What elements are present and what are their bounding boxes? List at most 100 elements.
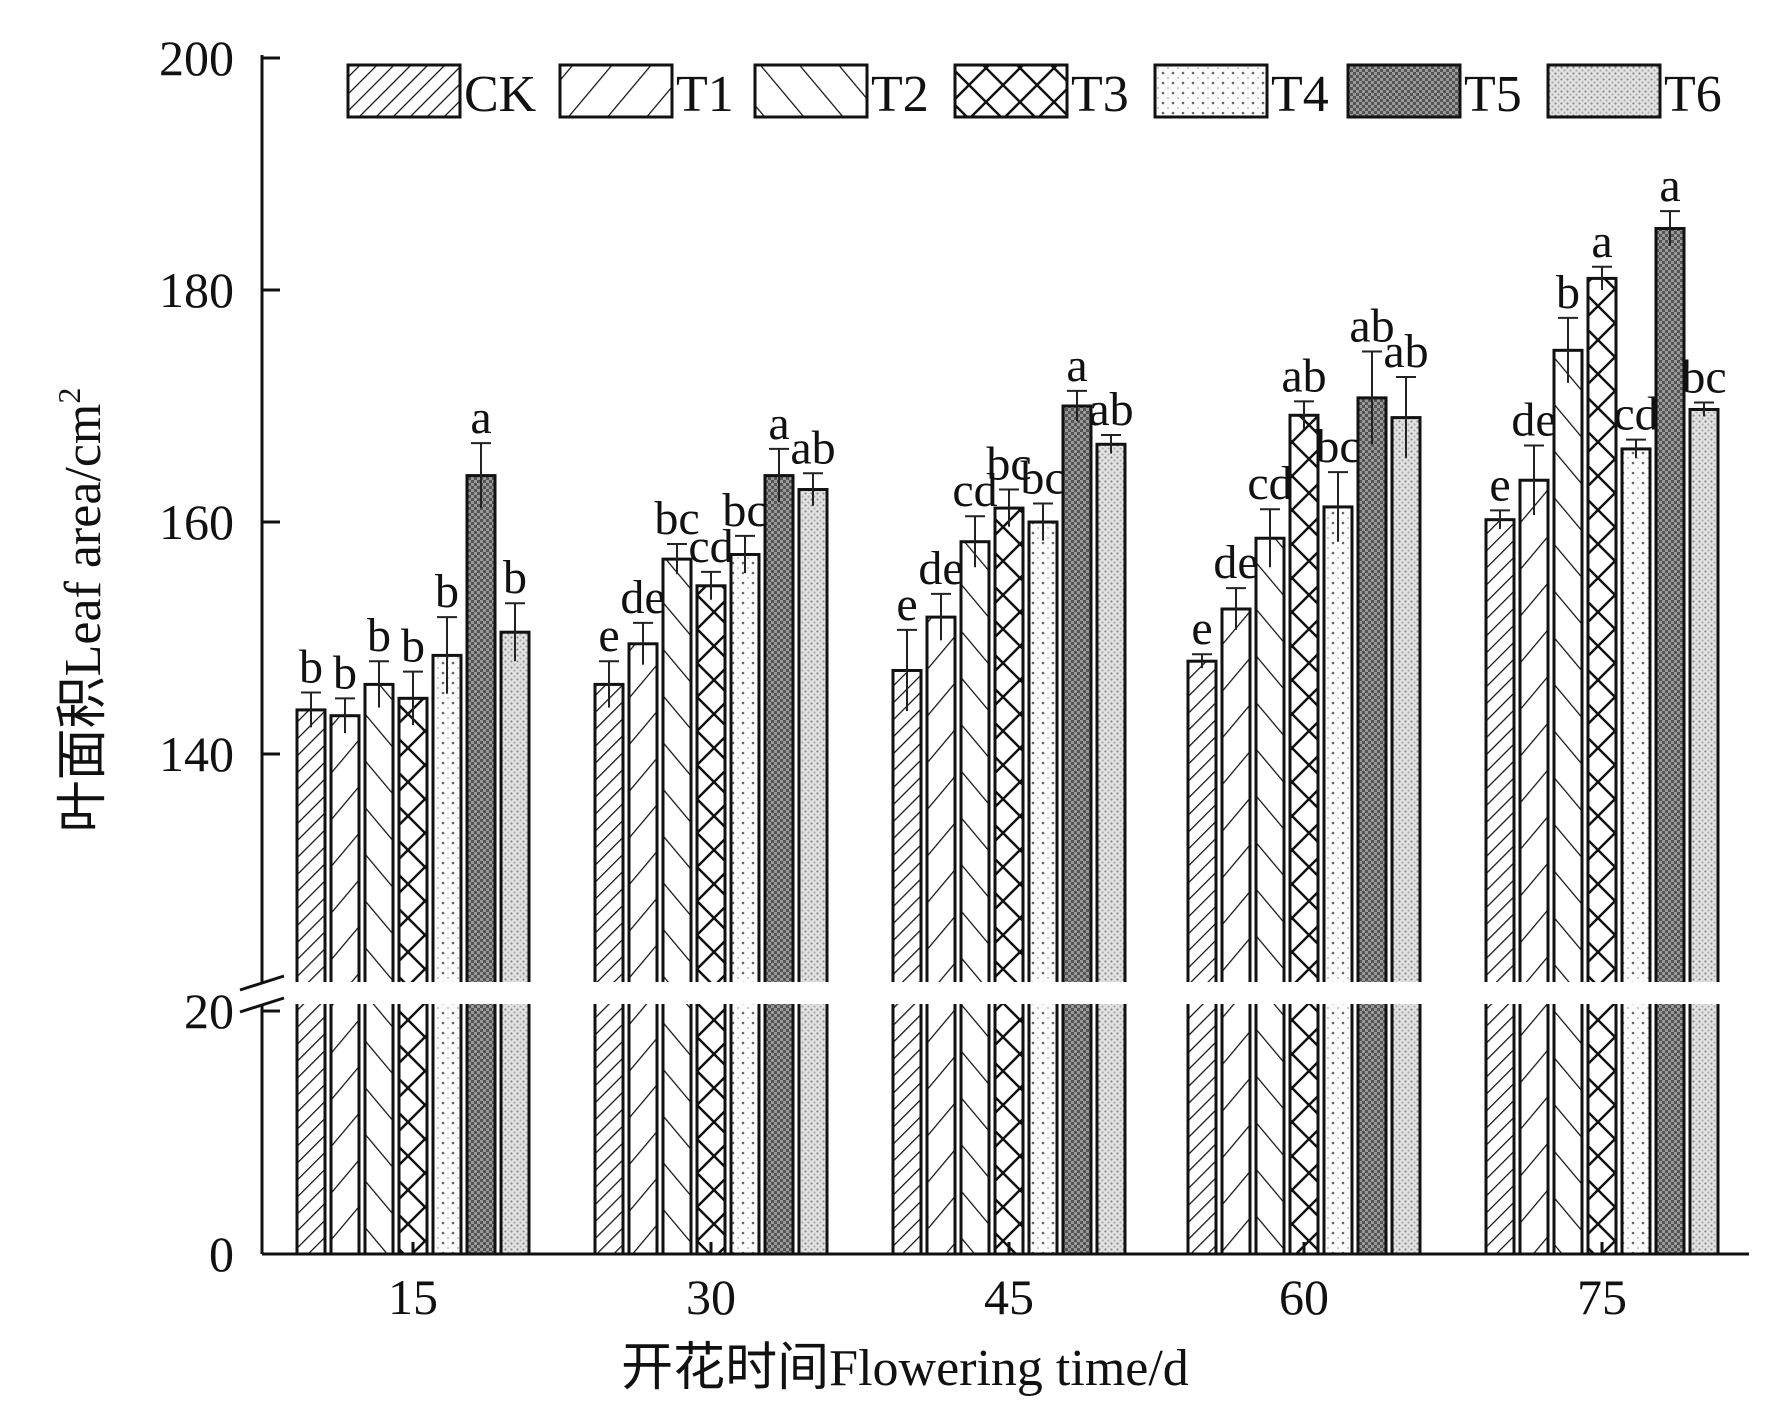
significance-letter-CK-15: b — [299, 641, 323, 694]
axis-break-gap — [498, 982, 532, 1004]
x-tick-label-75: 75 — [1577, 1269, 1627, 1325]
legend-label-CK: CK — [464, 66, 537, 123]
axis-break-gap — [328, 982, 362, 1004]
bar-T3-75 — [1586, 276, 1618, 1256]
significance-letter-T6-75: bc — [1681, 351, 1726, 404]
axis-break-mark — [239, 974, 285, 992]
axis-break-gap — [992, 982, 1026, 1004]
bar-T6-45 — [1095, 442, 1127, 1256]
significance-letter-T6-30: ab — [790, 421, 835, 474]
bar-T5-75 — [1654, 227, 1686, 1256]
axis-break-gap — [430, 982, 464, 1004]
axis-break-gap — [1483, 982, 1517, 1004]
bar-T1-30 — [627, 642, 659, 1256]
significance-letter-T4-15: b — [435, 565, 459, 618]
axis-break-gap — [1517, 982, 1551, 1004]
y-tick-label-20: 20 — [184, 983, 234, 1039]
x-tick-label-45: 45 — [984, 1269, 1034, 1325]
bar-T1-75 — [1518, 478, 1550, 1256]
significance-letter-T4-45: bc — [1020, 451, 1065, 504]
significance-letter-T6-60: ab — [1383, 325, 1428, 378]
axis-break-gap — [396, 982, 430, 1004]
significance-letter-T1-60: de — [1213, 536, 1258, 589]
significance-letter-CK-75: e — [1489, 458, 1510, 511]
significance-letter-T1-15: b — [333, 646, 357, 699]
bar-T2-15 — [363, 682, 395, 1256]
axis-break-gap — [1287, 982, 1321, 1004]
significance-letter-CK-60: e — [1191, 602, 1212, 655]
significance-letter-T5-45: a — [1066, 339, 1087, 392]
axis-break-gap — [362, 982, 396, 1004]
y-tick-label-0: 0 — [209, 1226, 234, 1282]
y-tick-label-200: 200 — [159, 30, 234, 86]
y-tick-label-140: 140 — [159, 726, 234, 782]
bar-CK-60 — [1186, 659, 1218, 1256]
legend-swatch-T5 — [1346, 63, 1462, 119]
bar-T6-30 — [797, 488, 829, 1256]
bar-T6-75 — [1688, 407, 1720, 1256]
axis-break-gap — [1060, 982, 1094, 1004]
axis-break-gap — [890, 982, 924, 1004]
significance-letter-T5-75: a — [1659, 159, 1680, 212]
legend-label-T6: T6 — [1664, 66, 1722, 123]
significance-letter-T1-45: de — [918, 542, 963, 595]
significance-letter-T2-15: b — [367, 609, 391, 662]
bar-T1-45 — [925, 615, 957, 1256]
y-axis-title-superscript: 2 — [51, 388, 87, 404]
legend-swatch-T3 — [953, 63, 1069, 119]
bar-T4-15 — [431, 653, 463, 1256]
legend-label-T4: T4 — [1271, 66, 1329, 123]
legend: CK T1 T2 T3 T4 T5 T6 — [346, 63, 1722, 123]
significance-letter-T6-45: ab — [1088, 383, 1133, 436]
axis-break-gap — [762, 982, 796, 1004]
bar-T2-45 — [959, 540, 991, 1256]
axis-break-gap — [1687, 982, 1721, 1004]
significance-letter-T3-15: b — [401, 620, 425, 673]
legend-swatch-CK — [346, 63, 462, 119]
significance-letter-T2-45: cd — [952, 464, 997, 517]
significance-letter-CK-45: e — [896, 578, 917, 631]
bar-T2-60 — [1254, 536, 1286, 1256]
significance-letter-T3-45: bc — [986, 438, 1031, 491]
y-axis-title-text: 叶面积Leaf area/cm — [55, 404, 112, 833]
axis-break-gap — [728, 982, 762, 1004]
significance-letter-T6-15: b — [503, 551, 527, 604]
bar-T3-45 — [993, 506, 1025, 1256]
legend-label-T3: T3 — [1071, 66, 1129, 123]
bar-T5-45 — [1061, 404, 1093, 1256]
axis-break-gap — [958, 982, 992, 1004]
axis-break-gap — [1026, 982, 1060, 1004]
bar-T2-75 — [1552, 348, 1584, 1256]
legend-swatch-T1 — [558, 63, 674, 119]
legend-label-T2: T2 — [871, 66, 929, 123]
significance-letter-T4-75: cd — [1613, 388, 1658, 441]
axis-break-gap — [694, 982, 728, 1004]
axis-break-gap — [592, 982, 626, 1004]
significance-letter-T2-60: cd — [1247, 457, 1292, 510]
axis-break-gap — [1551, 982, 1585, 1004]
bar-T5-60 — [1356, 396, 1388, 1256]
legend-swatch-T2 — [753, 63, 869, 119]
significance-letter-T4-60: bc — [1315, 420, 1360, 473]
axis-break-gap — [924, 982, 958, 1004]
axis-break-gap — [796, 982, 830, 1004]
axis-break-gap — [1094, 982, 1128, 1004]
axis-break-gap — [1653, 982, 1687, 1004]
axis-break-mark — [239, 996, 285, 1014]
x-axis-title: 开花时间Flowering time/d — [621, 1340, 1189, 1397]
significance-letter-T3-60: ab — [1281, 349, 1326, 402]
legend-swatch-T6 — [1546, 63, 1662, 119]
bar-CK-45 — [891, 668, 923, 1256]
bar-T4-60 — [1322, 505, 1354, 1256]
axis-break-gap — [1585, 982, 1619, 1004]
significance-letter-T2-75: b — [1556, 266, 1580, 319]
significance-letter-T1-75: de — [1511, 393, 1556, 446]
significance-letter-CK-30: e — [598, 609, 619, 662]
x-tick-label-30: 30 — [686, 1269, 736, 1325]
legend-swatch-T4 — [1153, 63, 1269, 119]
bar-T5-30 — [763, 474, 795, 1256]
bar-T4-75 — [1620, 447, 1652, 1256]
significance-letter-T3-75: a — [1591, 215, 1612, 268]
axis-break-gap — [464, 982, 498, 1004]
